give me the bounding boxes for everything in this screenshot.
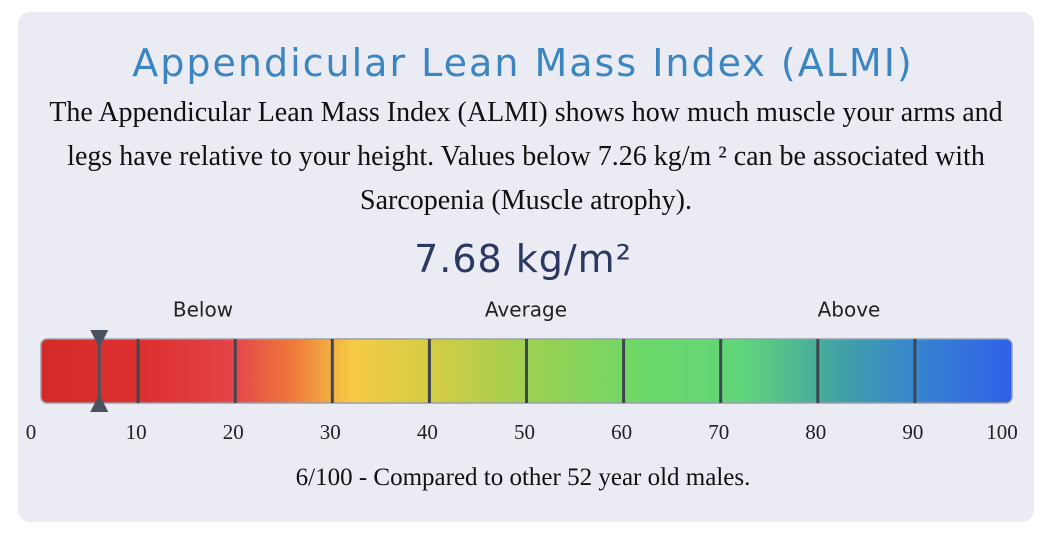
tick-label: 80 [805, 420, 826, 444]
tick-label: 40 [417, 420, 438, 444]
tick-label: 30 [320, 420, 341, 444]
footer: 6/100 - Compared to other 52 year old ma… [295, 464, 751, 491]
marker-bottom [90, 394, 109, 412]
zone-label: Average [485, 298, 567, 322]
tick-label: 70 [708, 420, 729, 444]
zone-label: Below [173, 298, 233, 322]
tick-label: 90 [902, 420, 923, 444]
zone-label: Above [818, 298, 881, 322]
description: The Appendicular Lean Mass Index (ALMI) … [49, 97, 1003, 216]
tick-label: 100 [986, 420, 1018, 444]
card [18, 12, 1034, 522]
tick-label: 50 [514, 420, 535, 444]
tick-label: 0 [26, 420, 37, 444]
result: 7.68 kg/m² [414, 237, 632, 281]
tick-label: 20 [223, 420, 244, 444]
title: Appendicular Lean Mass Index (ALMI) [132, 41, 914, 85]
tick-label: 10 [126, 420, 147, 444]
tick-label: 60 [611, 420, 632, 444]
marker-top [90, 330, 109, 348]
